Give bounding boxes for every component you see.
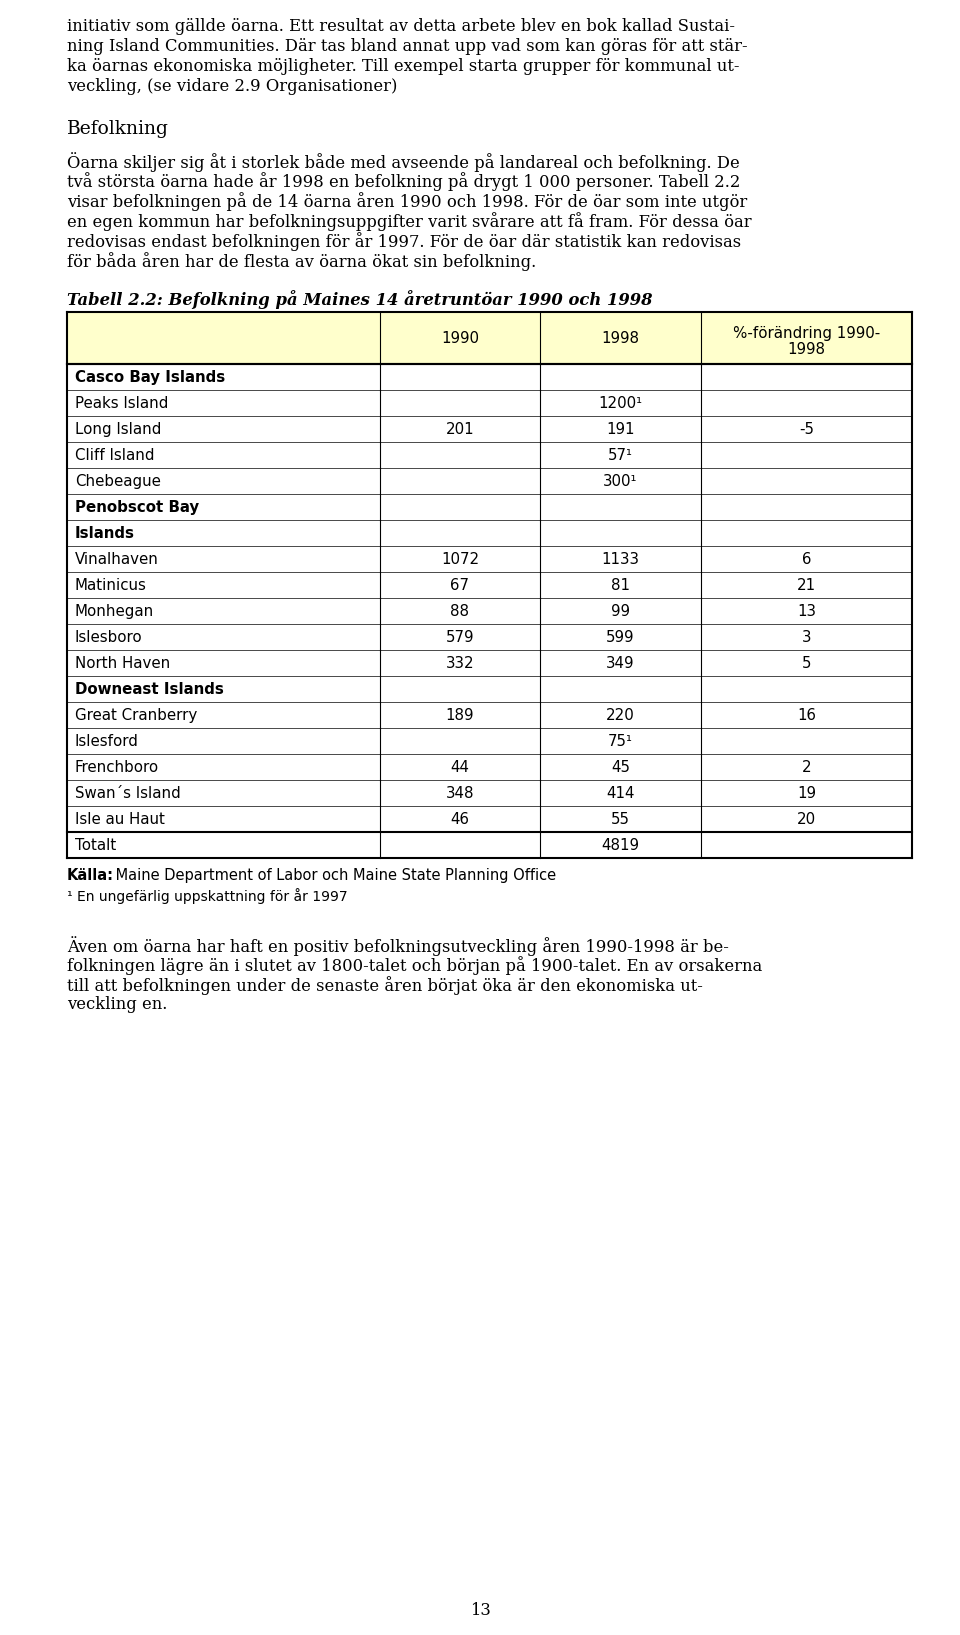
- Text: Peaks Island: Peaks Island: [75, 396, 168, 410]
- Text: 88: 88: [450, 603, 469, 618]
- Bar: [67, 780, 912, 806]
- Bar: [67, 546, 912, 572]
- Text: North Haven: North Haven: [75, 656, 170, 670]
- Text: 1998: 1998: [602, 330, 639, 345]
- Text: 349: 349: [606, 656, 635, 670]
- Text: Frenchboro: Frenchboro: [75, 760, 159, 775]
- Text: 75¹: 75¹: [608, 734, 633, 749]
- Bar: [67, 391, 912, 415]
- Text: Long Island: Long Island: [75, 422, 161, 437]
- Text: 4819: 4819: [602, 837, 639, 852]
- Text: Chebeague: Chebeague: [75, 474, 161, 489]
- Bar: [67, 312, 912, 365]
- Text: Islands: Islands: [75, 525, 135, 541]
- Bar: [67, 365, 912, 391]
- Text: en egen kommun har befolkningsuppgifter varit svårare att få fram. För dessa öar: en egen kommun har befolkningsuppgifter …: [67, 213, 752, 231]
- Text: två största öarna hade år 1998 en befolkning på drygt 1 000 personer. Tabell 2.2: två största öarna hade år 1998 en befolk…: [67, 172, 740, 191]
- Text: ¹ En ungefärlig uppskattning för år 1997: ¹ En ungefärlig uppskattning för år 1997: [67, 888, 348, 904]
- Text: 6: 6: [802, 551, 811, 566]
- Text: folkningen lägre än i slutet av 1800-talet och början på 1900-talet. En av orsak: folkningen lägre än i slutet av 1800-tal…: [67, 956, 762, 974]
- Text: 414: 414: [606, 785, 635, 801]
- Bar: [67, 806, 912, 832]
- Text: 579: 579: [445, 629, 474, 644]
- Bar: [67, 441, 912, 468]
- Bar: [67, 701, 912, 728]
- Text: 348: 348: [445, 785, 474, 801]
- Text: initiativ som gällde öarna. Ett resultat av detta arbete blev en bok kallad Sust: initiativ som gällde öarna. Ett resultat…: [67, 18, 735, 34]
- Text: 5: 5: [802, 656, 811, 670]
- Text: 2: 2: [802, 760, 811, 775]
- Text: Källa:: Källa:: [67, 868, 114, 883]
- Text: visar befolkningen på de 14 öarna åren 1990 och 1998. För de öar som inte utgör: visar befolkningen på de 14 öarna åren 1…: [67, 191, 747, 211]
- Text: Cliff Island: Cliff Island: [75, 448, 155, 463]
- Bar: [67, 625, 912, 651]
- Text: Vinalhaven: Vinalhaven: [75, 551, 158, 566]
- Text: 99: 99: [611, 603, 630, 618]
- Bar: [67, 520, 912, 546]
- Text: Islesford: Islesford: [75, 734, 139, 749]
- Text: Casco Bay Islands: Casco Bay Islands: [75, 370, 226, 384]
- Bar: [67, 572, 912, 598]
- Text: 201: 201: [445, 422, 474, 437]
- Text: Monhegan: Monhegan: [75, 603, 155, 618]
- Text: 16: 16: [797, 708, 816, 723]
- Text: Även om öarna har haft en positiv befolkningsutveckling åren 1990-1998 är be-: Även om öarna har haft en positiv befolk…: [67, 935, 729, 956]
- Text: 46: 46: [450, 811, 469, 827]
- Text: 332: 332: [445, 656, 474, 670]
- Text: Downeast Islands: Downeast Islands: [75, 682, 224, 697]
- Text: veckling, (se vidare 2.9 Organisationer): veckling, (se vidare 2.9 Organisationer): [67, 78, 397, 95]
- Text: 3: 3: [802, 629, 811, 644]
- Text: 1072: 1072: [441, 551, 479, 566]
- Text: 191: 191: [606, 422, 635, 437]
- Text: ka öarnas ekonomiska möjligheter. Till exempel starta grupper för kommunal ut-: ka öarnas ekonomiska möjligheter. Till e…: [67, 57, 739, 75]
- Text: ning Island Communities. Där tas bland annat upp vad som kan göras för att stär-: ning Island Communities. Där tas bland a…: [67, 38, 748, 56]
- Text: 81: 81: [611, 577, 630, 592]
- Text: 13: 13: [469, 1602, 491, 1619]
- Bar: [67, 832, 912, 858]
- Text: 300¹: 300¹: [603, 474, 637, 489]
- Text: redovisas endast befolkningen för år 1997. För de öar där statistik kan redovisa: redovisas endast befolkningen för år 199…: [67, 232, 741, 250]
- Text: 20: 20: [797, 811, 816, 827]
- Text: för båda åren har de flesta av öarna ökat sin befolkning.: för båda åren har de flesta av öarna öka…: [67, 252, 537, 271]
- Text: 1133: 1133: [602, 551, 639, 566]
- Text: Penobscot Bay: Penobscot Bay: [75, 500, 199, 515]
- Text: Matinicus: Matinicus: [75, 577, 147, 592]
- Text: 67: 67: [450, 577, 469, 592]
- Bar: [67, 494, 912, 520]
- Bar: [67, 415, 912, 441]
- Text: Öarna skiljer sig åt i storlek både med avseende på landareal och befolkning. De: Öarna skiljer sig åt i storlek både med …: [67, 152, 740, 172]
- Text: 55: 55: [611, 811, 630, 827]
- Text: %-förändring 1990-: %-förändring 1990-: [732, 325, 880, 342]
- Text: 599: 599: [606, 629, 635, 644]
- Text: 45: 45: [611, 760, 630, 775]
- Text: Maine Department of Labor och Maine State Planning Office: Maine Department of Labor och Maine Stat…: [111, 868, 556, 883]
- Text: Isle au Haut: Isle au Haut: [75, 811, 165, 827]
- Bar: [67, 675, 912, 701]
- Text: 1990: 1990: [441, 330, 479, 345]
- Text: Tabell 2.2: Befolkning på Maines 14 åretruntöar 1990 och 1998: Tabell 2.2: Befolkning på Maines 14 året…: [67, 289, 653, 309]
- Text: Great Cranberry: Great Cranberry: [75, 708, 197, 723]
- Text: Islesboro: Islesboro: [75, 629, 143, 644]
- Bar: [67, 728, 912, 754]
- Text: -5: -5: [799, 422, 814, 437]
- Text: veckling en.: veckling en.: [67, 996, 167, 1014]
- Bar: [67, 754, 912, 780]
- Text: 189: 189: [445, 708, 474, 723]
- Text: Totalt: Totalt: [75, 837, 116, 852]
- Text: Swan´s Island: Swan´s Island: [75, 785, 180, 801]
- Bar: [67, 598, 912, 625]
- Text: 21: 21: [797, 577, 816, 592]
- Text: 1998: 1998: [787, 342, 826, 356]
- Text: 57¹: 57¹: [608, 448, 633, 463]
- Text: Befolkning: Befolkning: [67, 119, 169, 137]
- Bar: [67, 468, 912, 494]
- Text: 13: 13: [797, 603, 816, 618]
- Text: till att befolkningen under de senaste åren börjat öka är den ekonomiska ut-: till att befolkningen under de senaste å…: [67, 976, 703, 996]
- Text: 19: 19: [797, 785, 816, 801]
- Text: 1200¹: 1200¹: [598, 396, 642, 410]
- Bar: [67, 651, 912, 675]
- Text: 44: 44: [450, 760, 469, 775]
- Text: 220: 220: [606, 708, 635, 723]
